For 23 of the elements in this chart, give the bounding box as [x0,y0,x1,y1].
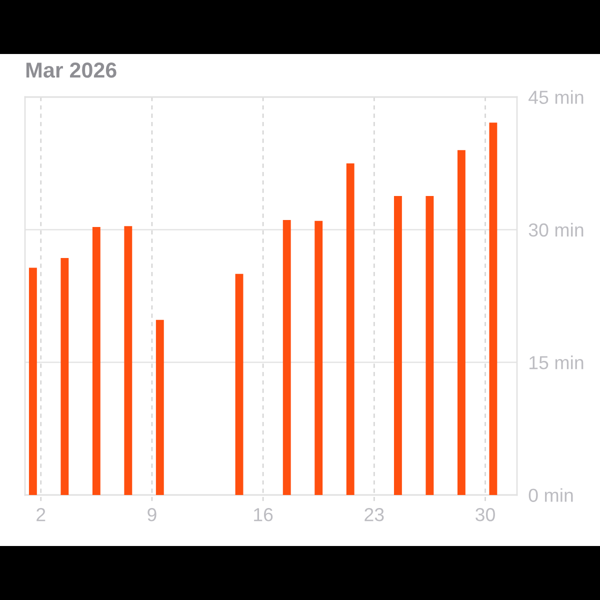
bar [28,268,37,495]
bar [124,226,132,495]
x-tick-label: 9 [148,508,156,522]
bar [394,196,402,495]
bar [92,227,100,495]
y-tick-label: 0 min [528,488,573,502]
x-tick-label: 2 [36,508,46,522]
x-tick-label: 30 [476,508,495,522]
x-tick-label: 16 [254,508,273,522]
y-tick-label: 15 min [530,356,584,370]
y-tick-label: 45 min [528,90,584,104]
bar [489,122,498,495]
bar [235,274,244,495]
bar [346,163,354,495]
bar [457,150,466,495]
bar [156,320,164,495]
bar [426,196,434,495]
bar [282,220,291,495]
chart-title: Mar 2026 [26,62,116,78]
y-tick-label: 30 min [528,222,584,237]
x-tick-label: 23 [364,508,384,522]
bar [60,258,69,495]
bar [314,220,323,495]
